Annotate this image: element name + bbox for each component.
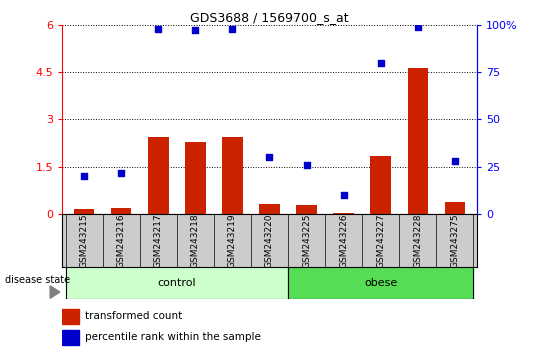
Text: GSM243218: GSM243218 xyxy=(191,213,200,268)
Text: GSM243220: GSM243220 xyxy=(265,213,274,268)
Point xyxy=(265,154,274,160)
Point xyxy=(228,26,237,32)
Text: disease state: disease state xyxy=(5,275,71,285)
Text: GSM243225: GSM243225 xyxy=(302,213,311,268)
Text: GSM243217: GSM243217 xyxy=(154,213,163,268)
Bar xyxy=(222,137,243,214)
Text: percentile rank within the sample: percentile rank within the sample xyxy=(85,332,261,342)
Bar xyxy=(62,309,79,324)
Bar xyxy=(148,137,169,214)
Text: transformed count: transformed count xyxy=(85,311,183,321)
Text: GSM243275: GSM243275 xyxy=(450,213,459,268)
Point xyxy=(117,170,126,175)
Text: GSM243227: GSM243227 xyxy=(376,213,385,268)
Text: GSM243216: GSM243216 xyxy=(117,213,126,268)
Point xyxy=(154,26,163,32)
Bar xyxy=(62,330,79,345)
Point xyxy=(451,158,459,164)
Text: control: control xyxy=(157,278,196,288)
Bar xyxy=(288,267,473,299)
Bar xyxy=(66,267,288,299)
Bar xyxy=(334,213,354,214)
Text: obese: obese xyxy=(364,278,397,288)
Bar xyxy=(407,68,428,214)
Text: GSM243215: GSM243215 xyxy=(80,213,89,268)
Point xyxy=(191,28,199,33)
Text: GSM243226: GSM243226 xyxy=(339,213,348,268)
Point xyxy=(376,60,385,65)
Bar xyxy=(74,210,94,214)
Bar xyxy=(185,142,205,214)
Point xyxy=(80,173,88,179)
Text: GSM243228: GSM243228 xyxy=(413,213,422,268)
Bar xyxy=(296,205,317,214)
Title: GDS3688 / 1569700_s_at: GDS3688 / 1569700_s_at xyxy=(190,11,349,24)
Point xyxy=(302,162,311,168)
Point xyxy=(413,24,422,29)
Point xyxy=(340,193,348,198)
Bar xyxy=(445,202,465,214)
Bar xyxy=(370,156,391,214)
Bar xyxy=(111,209,132,214)
Text: GSM243219: GSM243219 xyxy=(228,213,237,268)
Bar xyxy=(259,204,280,214)
